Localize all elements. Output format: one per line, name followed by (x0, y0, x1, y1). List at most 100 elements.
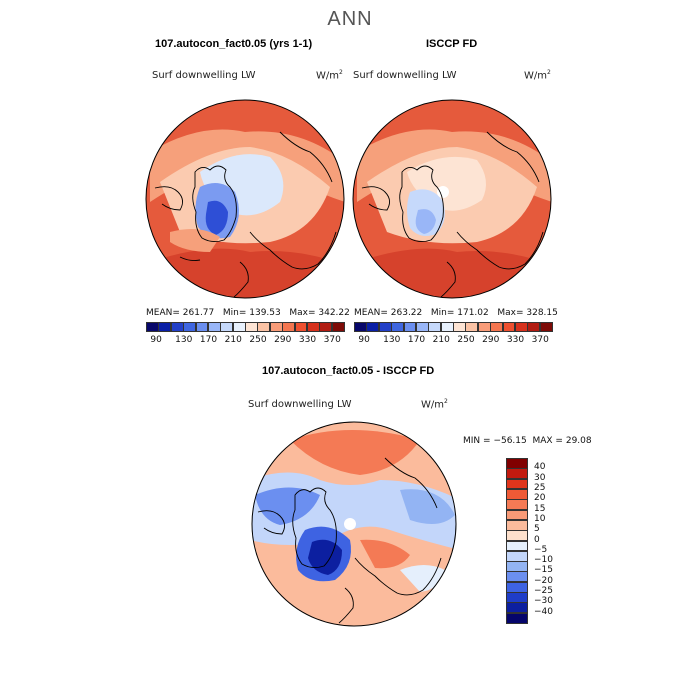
colorbar-cell (282, 322, 295, 332)
right-map-border (352, 99, 552, 299)
colorbar-cell (354, 322, 367, 332)
right-panel-title: ISCCP FD (426, 38, 478, 50)
diff-colorbar-tick-label: 40 (534, 462, 546, 473)
colorbar-tick-label: 90 (358, 335, 370, 345)
diff-units-label: W/m2 (421, 398, 448, 411)
colorbar-tick-label: 370 (323, 335, 341, 345)
colorbar-cell (539, 322, 553, 332)
colorbar-cell (257, 322, 271, 332)
diff-colorbar-tick-label: 20 (534, 493, 546, 504)
diff-colorbar-cell (506, 571, 528, 583)
colorbar-tick-label: 130 (175, 335, 193, 345)
diff-map-border (251, 421, 457, 627)
left-polar-map (146, 100, 344, 298)
diff-colorbar-cell (506, 499, 528, 511)
diff-panel-title: 107.autocon_fact0.05 - ISCCP FD (262, 365, 435, 377)
left-coastlines (154, 131, 337, 298)
right-colorbar: 90 130 170 210 250 290 330 370 (354, 322, 553, 346)
colorbar-cell (378, 322, 392, 332)
colorbar-cell (269, 322, 283, 332)
colorbar-cell (183, 322, 196, 332)
colorbar-tick-label: 290 (482, 335, 500, 345)
diff-colorbar-cell (506, 530, 528, 541)
colorbar-cell (527, 322, 541, 332)
colorbar-cell (415, 322, 429, 332)
diff-minmax: MIN = −56.15 MAX = 29.08 (463, 436, 592, 446)
colorbar-tick-label: 330 (298, 335, 317, 345)
colorbar-cell (306, 322, 320, 332)
top-maps (145, 99, 552, 299)
colorbar-cell (319, 322, 333, 332)
diff-colorbar-cell (506, 550, 528, 562)
colorbar-cell (170, 322, 184, 332)
diff-colorbar-cell (506, 540, 528, 552)
colorbar-tick-label: 250 (249, 335, 267, 345)
colorbar-cell (490, 322, 503, 332)
right-variable-label: Surf downwelling LW (353, 70, 457, 81)
diff-variable-label: Surf downwelling LW (248, 399, 352, 410)
colorbar-tick-label: 170 (407, 335, 426, 345)
colorbar-cell (453, 322, 466, 332)
diff-colorbar-tick-label: 15 (534, 503, 546, 514)
colorbar-cell (146, 322, 159, 332)
colorbar-cell (477, 322, 491, 332)
left-colorbar: 90 130 170 210 250 290 330 370 (146, 322, 345, 346)
diff-colorbar: 40 30 25 20 15 10 5 0 −5 −10 −15 −20 −25 −30 −40 (506, 458, 566, 624)
diff-map (251, 421, 457, 627)
diff-colorbar-tick-label: 10 (534, 513, 546, 524)
right-stats: MEAN= 263.22 Min= 171.02 Max= 328.15 (354, 308, 558, 318)
diff-colorbar-cell (506, 612, 528, 624)
diff-colorbar-cell (506, 468, 528, 480)
colorbar-cell (366, 322, 380, 332)
diff-coastlines (257, 457, 442, 624)
diff-colorbar-tick-label: −40 (534, 606, 553, 617)
diff-colorbar-cell (506, 592, 528, 603)
diff-colorbar-cell (506, 561, 528, 572)
diff-colorbar-tick-label: 0 (534, 534, 540, 545)
colorbar-tick-label: 250 (457, 335, 475, 345)
diff-colorbar-cell (506, 458, 528, 469)
left-map-border (145, 99, 345, 299)
colorbar-cell (440, 322, 454, 332)
colorbar-cell (207, 322, 221, 332)
diff-colorbar-cell (506, 519, 528, 531)
colorbar-cell (220, 322, 234, 332)
colorbar-cell (502, 322, 516, 332)
diff-colorbar-tick-label: −10 (534, 555, 553, 566)
right-coastlines (361, 131, 544, 298)
colorbar-cell (158, 322, 172, 332)
colorbar-cell (331, 322, 345, 332)
diff-colorbar-tick-label: −15 (534, 565, 553, 576)
diff-polar-map (252, 422, 456, 626)
diff-colorbar-cell (506, 602, 528, 614)
diff-colorbar-tick-label: −30 (534, 596, 553, 607)
main-title: ANN (327, 8, 373, 30)
right-polar-map (353, 100, 551, 298)
colorbar-cell (245, 322, 258, 332)
colorbar-cell (391, 322, 404, 332)
diff-colorbar-tick-label: −5 (534, 544, 548, 555)
colorbar-cell (232, 322, 246, 332)
diff-colorbar-tick-label: 30 (534, 472, 546, 483)
colorbar-tick-label: 210 (432, 335, 450, 345)
diff-colorbar-cell (506, 488, 528, 500)
colorbar-tick-label: 330 (506, 335, 525, 345)
diff-colorbar-tick-label: −25 (534, 586, 553, 597)
diff-colorbar-tick-label: −20 (534, 575, 553, 586)
colorbar-tick-label: 170 (199, 335, 218, 345)
colorbar-tick-label: 210 (224, 335, 242, 345)
colorbar-cell (403, 322, 417, 332)
left-stats: MEAN= 261.77 Min= 139.53 Max= 342.22 (146, 308, 350, 318)
diff-colorbar-cell (506, 581, 528, 593)
colorbar-cell (514, 322, 528, 332)
colorbar-cell (195, 322, 209, 332)
diff-colorbar-cell (506, 478, 528, 490)
colorbar-cell (294, 322, 308, 332)
diff-colorbar-cell (506, 509, 528, 521)
colorbar-cell (428, 322, 442, 332)
left-variable-label: Surf downwelling LW (152, 70, 256, 81)
diff-colorbar-tick-label: 25 (534, 482, 546, 493)
colorbar-tick-label: 370 (531, 335, 549, 345)
colorbar-tick-label: 90 (150, 335, 162, 345)
left-panel-title: 107.autocon_fact0.05 (yrs 1-1) (155, 38, 313, 50)
